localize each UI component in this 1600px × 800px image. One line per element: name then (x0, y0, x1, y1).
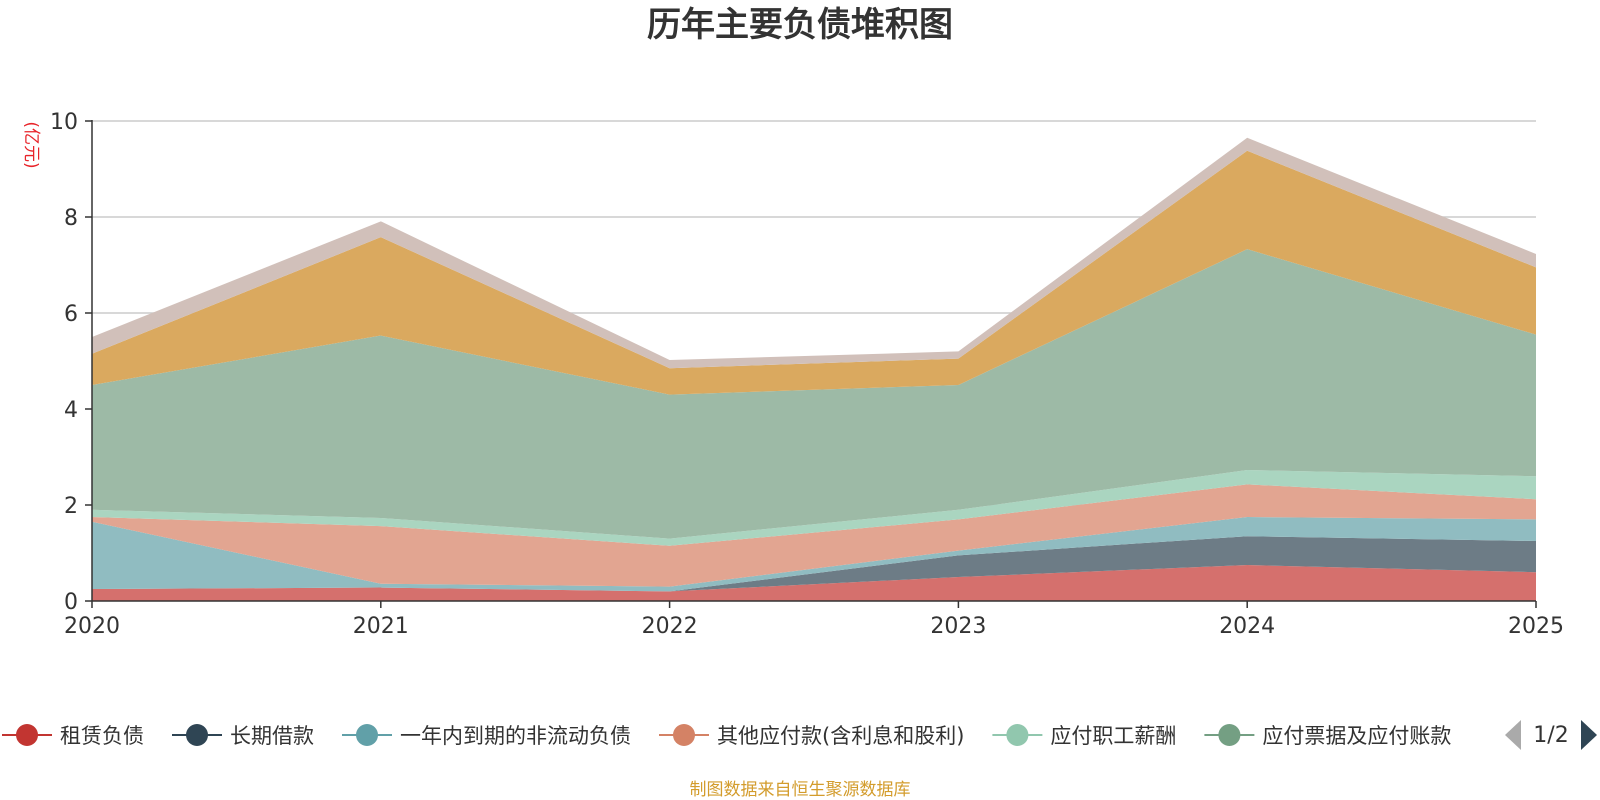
legend-item[interactable]: 其他应付款(含利息和股利) (659, 724, 964, 748)
x-tick-label: 2023 (930, 614, 986, 639)
data-source-note: 制图数据来自恒生聚源数据库 (690, 780, 911, 800)
x-tick-label: 2024 (1219, 614, 1275, 639)
series-area-应付票据及应付账款 (92, 249, 1536, 539)
y-tick-label: 0 (64, 590, 78, 615)
series-area-应交税费 (92, 137, 1536, 369)
legend-marker-dot (186, 724, 208, 746)
chart-title: 历年主要负债堆积图 (647, 5, 953, 45)
x-tick-label: 2025 (1508, 614, 1564, 639)
legend-pager: 1/2 (1505, 720, 1597, 750)
legend-label: 一年内到期的非流动负债 (400, 724, 631, 748)
series-area-其他应付款(含利息和股利) (92, 484, 1536, 587)
legend-next-page-icon[interactable] (1581, 720, 1597, 750)
legend-marker-dot (1006, 724, 1029, 746)
x-tick-label: 2022 (642, 614, 698, 639)
x-tick-label: 2021 (353, 614, 409, 639)
axes: 0 2 4 6 8 10 2020 2021 2022 2023 2024 2025 (50, 110, 1564, 639)
legend-item[interactable]: 长期借款 (172, 724, 314, 748)
legend-item[interactable]: 一年内到期的非流动负债 (342, 724, 631, 748)
legend-label: 其他应付款(含利息和股利) (717, 724, 964, 748)
series-area-合同负债 (92, 150, 1536, 395)
legend-marker-dot (356, 724, 378, 746)
y-tick-label: 2 (64, 494, 78, 519)
legend-marker-dot (673, 724, 695, 746)
y-axis-unit-label: (亿元) (21, 121, 41, 168)
legend-prev-page-icon[interactable] (1505, 720, 1521, 750)
series-area-应付职工薪酬 (92, 469, 1536, 546)
legend-label: 租赁负债 (60, 724, 144, 748)
legend-label: 应付职工薪酬 (1050, 724, 1176, 748)
y-tick-label: 4 (64, 398, 78, 423)
y-tick-label: 8 (64, 206, 78, 231)
y-tick-label: 6 (64, 302, 78, 327)
legend-marker-dot (16, 724, 38, 746)
legend-item[interactable]: 应付票据及应付账款 (1204, 724, 1451, 748)
area-series (92, 137, 1536, 601)
series-area-长期借款 (92, 536, 1536, 592)
series-area-一年内到期的非流动负债 (92, 517, 1536, 592)
legend-marker-dot (1218, 724, 1241, 746)
legend: 租赁负债 长期借款 一年内到期的非流动负债 其他应付款(含利息和股利) 应付职工薪酬 应付… (2, 724, 1451, 748)
y-tick-label: 10 (50, 110, 78, 135)
legend-item[interactable]: 租赁负债 (2, 724, 144, 748)
legend-item[interactable]: 应付职工薪酬 (992, 724, 1176, 748)
x-tick-label: 2020 (64, 614, 120, 639)
legend-page-indicator: 1/2 (1533, 723, 1568, 748)
series-area-租赁负债 (92, 565, 1536, 601)
legend-label: 应付票据及应付账款 (1262, 724, 1451, 748)
legend-label: 长期借款 (230, 724, 314, 748)
